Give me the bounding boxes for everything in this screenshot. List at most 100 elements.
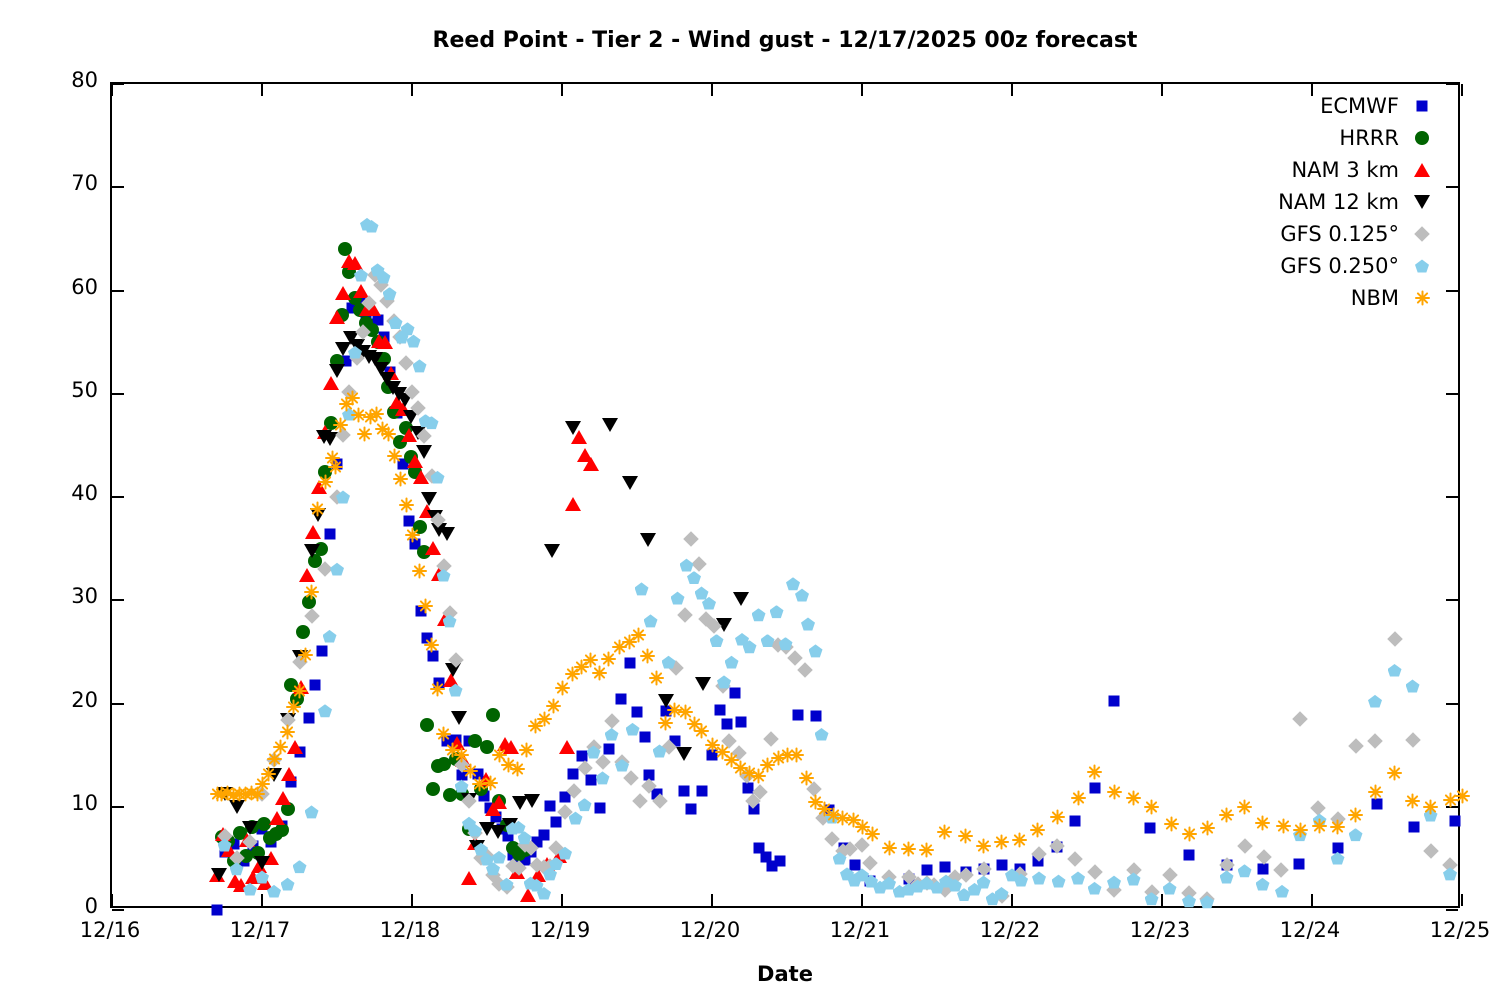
point-gfs-0-250- bbox=[1275, 884, 1289, 898]
point-nam-12-km bbox=[210, 867, 227, 882]
point-nbm bbox=[667, 702, 682, 718]
point-ecmwf bbox=[340, 355, 352, 367]
point-nbm bbox=[808, 794, 823, 810]
point-nam-3-km bbox=[299, 568, 315, 583]
point-nam-12-km bbox=[732, 592, 749, 607]
x-tick-mark bbox=[411, 84, 413, 96]
point-nbm bbox=[751, 768, 766, 784]
point-ecmwf bbox=[753, 842, 764, 854]
point-nbm bbox=[1106, 784, 1122, 800]
point-ecmwf bbox=[456, 769, 467, 781]
point-ecmwf bbox=[1144, 822, 1156, 834]
point-nam-12-km bbox=[716, 618, 732, 633]
x-tick-mark bbox=[561, 84, 563, 96]
point-nbm bbox=[430, 681, 445, 697]
point-nam-3-km bbox=[347, 255, 363, 270]
point-nbm bbox=[214, 786, 229, 802]
point-gfs-0-250- bbox=[292, 860, 307, 874]
point-nbm bbox=[1442, 792, 1458, 808]
point-ecmwf bbox=[490, 811, 502, 823]
point-nbm bbox=[250, 786, 265, 802]
y-tick-mark bbox=[1446, 702, 1458, 705]
point-gfs-0-250- bbox=[751, 608, 766, 622]
point-nbm bbox=[350, 407, 366, 423]
y-tick-mark bbox=[112, 496, 124, 498]
point-gfs-0-250- bbox=[217, 838, 232, 852]
point-nbm bbox=[976, 838, 991, 854]
point-gfs-0-250- bbox=[742, 640, 757, 654]
legend-entry: ECMWF bbox=[1278, 90, 1445, 122]
point-nbm bbox=[482, 775, 498, 791]
point-ecmwf bbox=[397, 458, 409, 470]
point-nbm bbox=[280, 724, 295, 740]
square-marker bbox=[1416, 100, 1428, 112]
point-nbm bbox=[454, 747, 469, 763]
point-nam-12-km bbox=[335, 342, 351, 357]
triangle-down-marker bbox=[1414, 195, 1430, 209]
x-tick-mark bbox=[1161, 84, 1163, 96]
point-nbm bbox=[254, 776, 270, 792]
point-nbm bbox=[640, 648, 655, 664]
point-nbm bbox=[368, 406, 384, 422]
point-ecmwf bbox=[792, 709, 803, 721]
legend-entry: NAM 3 km bbox=[1278, 154, 1445, 186]
y-tick-mark bbox=[112, 805, 124, 808]
point-ecmwf bbox=[576, 750, 587, 762]
y-tick-mark bbox=[1446, 186, 1458, 189]
point-hrrr bbox=[442, 788, 457, 803]
point-nam-3-km bbox=[503, 739, 519, 754]
x-tick-label: 12/23 bbox=[1129, 918, 1191, 942]
y-tick-label: 0 bbox=[84, 894, 98, 918]
point-nbm bbox=[611, 639, 627, 655]
point-ecmwf bbox=[427, 650, 439, 662]
point-nbm bbox=[677, 704, 693, 720]
point-gfs-0-250- bbox=[586, 745, 601, 759]
point-nam-3-km bbox=[323, 376, 339, 391]
point-nam-12-km bbox=[416, 444, 432, 459]
point-gfs-0-125- bbox=[1292, 711, 1308, 727]
point-nbm bbox=[325, 450, 340, 466]
point-ecmwf bbox=[774, 855, 785, 867]
point-nam-12-km bbox=[543, 543, 560, 558]
y-tick-mark bbox=[112, 599, 124, 602]
legend-label: ECMWF bbox=[1320, 94, 1399, 118]
point-nbm bbox=[226, 787, 241, 803]
diamond-marker bbox=[1414, 226, 1430, 242]
point-gfs-0-250- bbox=[808, 644, 823, 658]
point-ecmwf bbox=[810, 710, 821, 722]
point-gfs-0-250- bbox=[1071, 871, 1085, 885]
point-gfs-0-250- bbox=[687, 571, 701, 585]
point-gfs-0-250- bbox=[1330, 851, 1345, 865]
point-gfs-0-250- bbox=[486, 862, 500, 876]
point-nbm bbox=[724, 752, 739, 768]
point-ecmwf bbox=[316, 645, 328, 657]
point-nbm bbox=[622, 634, 637, 650]
point-gfs-0-250- bbox=[304, 805, 319, 819]
x-tick-mark bbox=[711, 84, 713, 96]
point-gfs-0-250- bbox=[786, 577, 800, 591]
point-gfs-0-250- bbox=[634, 582, 649, 596]
point-ecmwf bbox=[211, 904, 223, 916]
point-nam-12-km bbox=[438, 527, 455, 542]
point-nbm bbox=[527, 718, 543, 734]
x-tick-label: 12/21 bbox=[829, 918, 891, 942]
point-nam-12-km bbox=[450, 710, 467, 725]
point-nbm bbox=[1199, 820, 1215, 836]
y-tick-mark bbox=[1446, 289, 1458, 292]
x-tick-mark bbox=[561, 894, 563, 906]
point-gfs-0-250- bbox=[499, 877, 514, 891]
point-gfs-0-250- bbox=[436, 568, 451, 582]
point-gfs-0-250- bbox=[948, 878, 962, 892]
point-nbm bbox=[472, 776, 487, 792]
point-nbm bbox=[1030, 822, 1045, 838]
point-gfs-0-125- bbox=[797, 662, 813, 679]
point-nam-12-km bbox=[402, 410, 419, 425]
point-hrrr bbox=[256, 817, 271, 832]
point-gfs-0-250- bbox=[1182, 894, 1196, 908]
point-nam-3-km bbox=[558, 739, 575, 754]
point-nam-3-km bbox=[287, 739, 303, 754]
point-nbm bbox=[704, 737, 720, 753]
point-nbm bbox=[835, 810, 850, 826]
point-gfs-0-250- bbox=[412, 359, 427, 373]
